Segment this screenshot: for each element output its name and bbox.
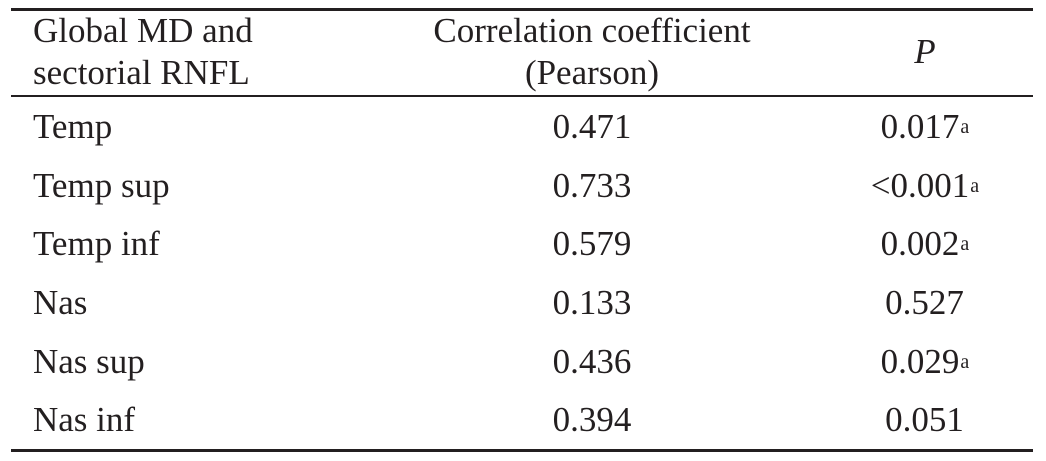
table-header-rule (11, 95, 1033, 97)
table-top-rule (11, 8, 1033, 11)
row-3-p: 0.002a (880, 224, 970, 263)
row-2-r: 0.733 (552, 166, 632, 205)
row-6-sector: Nas inf (33, 400, 136, 439)
row-5-sector: Nas sup (33, 342, 145, 381)
header-p: P (914, 32, 936, 71)
row-6-r: 0.394 (552, 400, 632, 439)
row-1-r: 0.471 (552, 107, 632, 146)
row-6-p: 0.051 (885, 400, 964, 439)
header-sector: Global MD and sectorial RNFL (33, 11, 253, 92)
row-5-p: 0.029a (880, 342, 970, 381)
row-3-sector: Temp inf (33, 224, 160, 263)
header-correlation: Correlation coefficient (Pearson) (433, 11, 751, 92)
row-1-sector: Temp (33, 107, 113, 146)
row-2-p: <0.001a (870, 166, 980, 205)
table-bottom-rule (11, 449, 1033, 452)
row-4-p: 0.527 (885, 283, 964, 322)
row-4-r: 0.133 (552, 283, 632, 322)
row-4-sector: Nas (33, 283, 88, 322)
row-2-sector: Temp sup (33, 166, 170, 205)
row-3-r: 0.579 (552, 224, 632, 263)
row-5-r: 0.436 (552, 342, 632, 381)
row-1-p: 0.017a (880, 107, 970, 146)
